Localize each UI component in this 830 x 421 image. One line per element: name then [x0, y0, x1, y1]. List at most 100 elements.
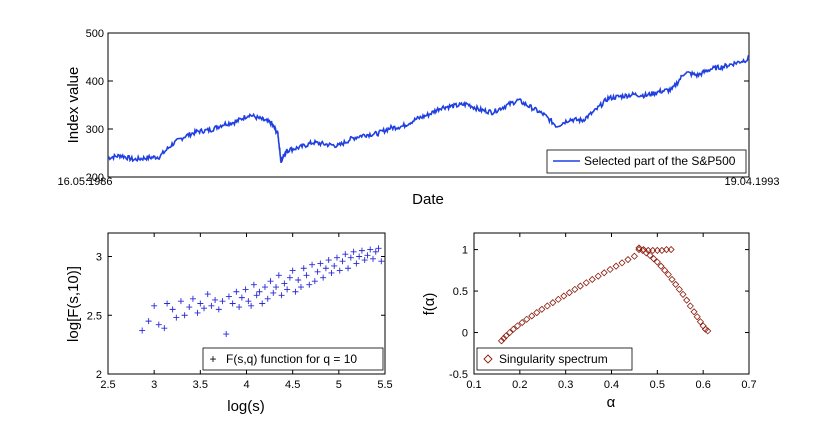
- fsq-point: [314, 268, 321, 275]
- fsq-point: [292, 288, 299, 295]
- fsq-point: [284, 286, 291, 293]
- fsq-point: [229, 300, 236, 307]
- spectrum-point: [624, 255, 632, 264]
- spectrum-point: [549, 299, 557, 307]
- fsq-point: [151, 302, 158, 309]
- chart3-xtick-label: 0.5: [650, 379, 665, 391]
- spectrum-point: [704, 327, 712, 335]
- chart2-xtick-label: 5: [336, 379, 342, 391]
- fsq-point: [208, 302, 215, 309]
- chart2-xtick-label: 2.5: [100, 379, 115, 391]
- spectrum-point: [661, 266, 669, 274]
- fsq-point: [306, 281, 313, 288]
- fsq-point: [169, 306, 176, 313]
- fsq-point: [367, 246, 374, 253]
- fsq-point: [181, 312, 188, 319]
- fsq-point: [295, 277, 302, 283]
- fsq-point: [264, 295, 271, 302]
- chart3-legend-marker: [483, 354, 493, 364]
- spectrum-point: [565, 289, 573, 297]
- fsq-point: [331, 262, 338, 269]
- chart1-ytick-label: 500: [86, 28, 104, 40]
- fsq-point: [164, 300, 171, 307]
- fsq-point: [281, 280, 288, 287]
- fsq-point: [275, 272, 282, 279]
- chart2-xtick-label: 5.5: [377, 379, 392, 391]
- chart2-xlabel: log(s): [227, 398, 265, 415]
- chart3-legend-box: [476, 347, 633, 371]
- fsq-point: [236, 304, 243, 311]
- fsq-point: [273, 284, 280, 291]
- spectrum-point: [649, 246, 657, 254]
- chart2-xtick-label: 4: [243, 379, 249, 391]
- fsq-point: [297, 284, 304, 291]
- fsq-point: [278, 292, 285, 299]
- fsq-point: [256, 288, 263, 295]
- chart3-xtick-label: 0.6: [696, 379, 711, 391]
- fsq-point: [219, 298, 226, 305]
- fsq-point: [289, 267, 296, 274]
- fsq-point: [212, 296, 219, 303]
- fsq-point: [358, 247, 365, 254]
- spectrum-point: [528, 312, 536, 320]
- chart1-xtick-end: 19.04.1993: [724, 176, 779, 188]
- chart2-legend-marker: +: [209, 352, 216, 366]
- chart1-legend-label: Selected part of the S&P500: [584, 154, 736, 168]
- fsq-point: [242, 286, 249, 293]
- fsq-point: [197, 300, 204, 307]
- fsq-point: [311, 278, 318, 285]
- chart1-ylabel: Index value: [65, 67, 82, 144]
- spectrum-point: [618, 259, 626, 267]
- fsq-point: [155, 321, 162, 328]
- chart3-xtick-label: 0.1: [466, 379, 481, 391]
- singularity-spectrum-chart: 0.1 0.2 0.3 0.4 0.5 0.6 0.7 -0.5 0 0.5 1 α f(α) Si…: [421, 232, 757, 411]
- fsq-point: [350, 248, 357, 255]
- chart1-xtick-start: 16.05.1986: [57, 176, 112, 188]
- chart2-ytick-label: 2.5: [87, 310, 102, 322]
- fsq-point: [303, 272, 310, 279]
- fsq-point: [259, 300, 266, 307]
- fsq-point: [145, 318, 152, 325]
- fsq-point: [223, 331, 230, 338]
- fsq-point: [320, 274, 327, 281]
- spectrum-point: [630, 252, 638, 260]
- fsq-point: [201, 305, 208, 312]
- spectrum-point: [653, 258, 661, 266]
- spectrum-point: [664, 270, 672, 279]
- spectrum-point: [509, 325, 517, 333]
- fsq-point: [177, 298, 184, 305]
- spectrum-point: [668, 275, 676, 284]
- fsq-point: [300, 265, 307, 272]
- fsq-point: [375, 245, 382, 252]
- fsq-point: [372, 248, 379, 255]
- fsq-point: [161, 325, 168, 332]
- fsq-point: [270, 289, 277, 296]
- spectrum-point: [506, 328, 514, 337]
- chart2-xtick-label: 3: [151, 379, 157, 391]
- chart3-xtick-label: 0.2: [512, 379, 527, 391]
- fsq-point: [333, 254, 340, 261]
- chart3-ylabel: f(α): [421, 293, 438, 316]
- spectrum-point: [690, 308, 698, 316]
- fsq-point: [253, 292, 260, 299]
- spectrum-point: [538, 305, 546, 313]
- fsq-point: [248, 302, 255, 309]
- fsq-point: [250, 281, 257, 288]
- fsq-point: [353, 260, 360, 267]
- spectrum-point: [518, 319, 526, 327]
- spectrum-point: [696, 318, 704, 326]
- fsq-point: [339, 258, 346, 265]
- chart3-xtick-label: 0.7: [741, 379, 756, 391]
- spectrum-point: [588, 275, 596, 284]
- fsq-point: [336, 267, 343, 274]
- spectrum-point: [693, 313, 701, 321]
- chart3-ytick-label: 1: [462, 245, 468, 257]
- chart2-legend: + F(s,q) function for q = 10: [202, 347, 384, 371]
- chart1-ytick-label: 300: [86, 124, 104, 136]
- fsq-point: [286, 274, 293, 281]
- chart2-ytick-label: 3: [96, 252, 102, 264]
- spectrum-point: [533, 309, 541, 317]
- fsq-point: [245, 298, 252, 305]
